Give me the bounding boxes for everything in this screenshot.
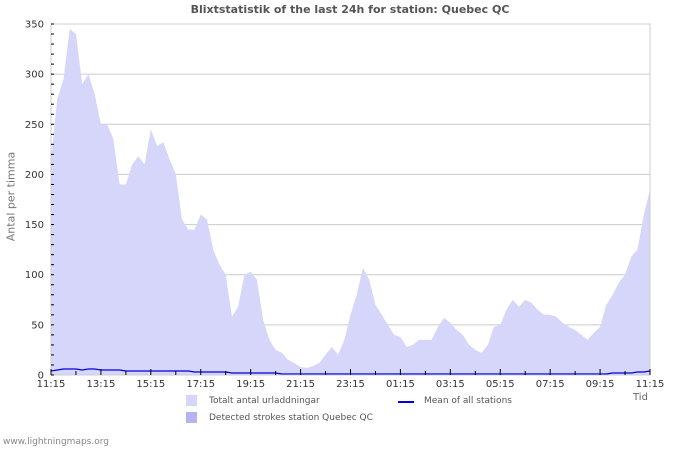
svg-text:350: 350: [25, 20, 44, 31]
svg-text:200: 200: [25, 170, 44, 181]
svg-text:300: 300: [25, 70, 44, 81]
svg-text:13:15: 13:15: [87, 379, 116, 390]
svg-text:11:15: 11:15: [37, 379, 66, 390]
source-footer: www.lightningmaps.org: [3, 437, 109, 447]
svg-text:150: 150: [25, 220, 44, 231]
legend-swatch-detected: [186, 412, 197, 423]
svg-text:100: 100: [25, 270, 44, 281]
svg-text:17:15: 17:15: [186, 379, 215, 390]
svg-text:19:15: 19:15: [236, 379, 265, 390]
series-total-area: [51, 29, 650, 375]
x-axis-label: Tid: [633, 392, 648, 403]
svg-text:0: 0: [38, 371, 44, 382]
svg-text:05:15: 05:15: [486, 379, 515, 390]
svg-text:01:15: 01:15: [386, 379, 415, 390]
legend-label-mean: Mean of all stations: [424, 396, 512, 406]
legend-label-total: Totalt antal urladdningar: [209, 396, 320, 406]
svg-text:07:15: 07:15: [536, 379, 565, 390]
svg-text:09:15: 09:15: [586, 379, 615, 390]
svg-text:250: 250: [25, 120, 44, 131]
svg-text:21:15: 21:15: [286, 379, 315, 390]
svg-text:03:15: 03:15: [436, 379, 465, 390]
svg-text:23:15: 23:15: [336, 379, 365, 390]
legend-swatch-mean: [398, 401, 414, 403]
svg-text:15:15: 15:15: [136, 379, 165, 390]
legend-swatch-total: [186, 395, 197, 406]
svg-text:50: 50: [31, 320, 44, 331]
chart-title: Blixtstatistik of the last 24h for stati…: [190, 3, 510, 16]
svg-text:11:15: 11:15: [636, 379, 665, 390]
legend-label-detected: Detected strokes station Quebec QC: [209, 413, 373, 423]
